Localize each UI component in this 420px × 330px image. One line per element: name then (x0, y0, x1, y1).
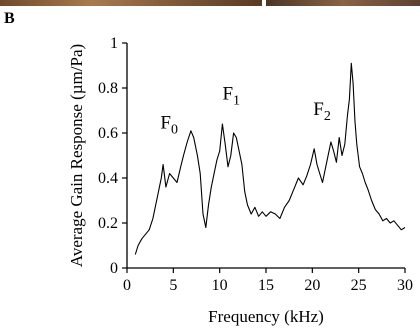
peak-label: F0 (160, 113, 178, 138)
labels: F0 F1 F2 Frequency (kHz) Average Gain Respon… (67, 44, 331, 326)
x-tick-label: 25 (351, 277, 367, 294)
y-tick-label: 0 (110, 260, 118, 277)
peak-label: F2 (313, 99, 331, 124)
y-tick-label: 0.8 (98, 80, 118, 97)
photo-right (266, 0, 420, 6)
x-tick-label: 5 (169, 277, 177, 294)
axes (126, 43, 405, 269)
peak-label: F1 (222, 83, 240, 108)
y-tick-label: 0.6 (98, 125, 118, 142)
marks (134, 62, 406, 255)
y-tick-label: 0.2 (98, 215, 118, 232)
photo-strip (0, 0, 420, 6)
x-tick-label: 15 (258, 277, 274, 294)
x-tick-label: 10 (212, 277, 228, 294)
x-tick-label: 20 (304, 277, 320, 294)
y-tick-label: 1 (110, 35, 118, 52)
ticks: 0 5 10 15 20 25 30 0 0.2 0.4 0.6 0.8 1 (98, 35, 413, 294)
x-tick-label: 0 (123, 277, 131, 294)
x-tick-label: 30 (397, 277, 413, 294)
photo-left (0, 0, 262, 6)
x-axis-label: Frequency (kHz) (208, 307, 324, 326)
response-line (134, 62, 406, 255)
panel-label: B (4, 10, 15, 27)
y-axis-label: Average Gain Response (µm/Pa) (67, 44, 86, 267)
y-tick-label: 0.4 (98, 170, 118, 187)
